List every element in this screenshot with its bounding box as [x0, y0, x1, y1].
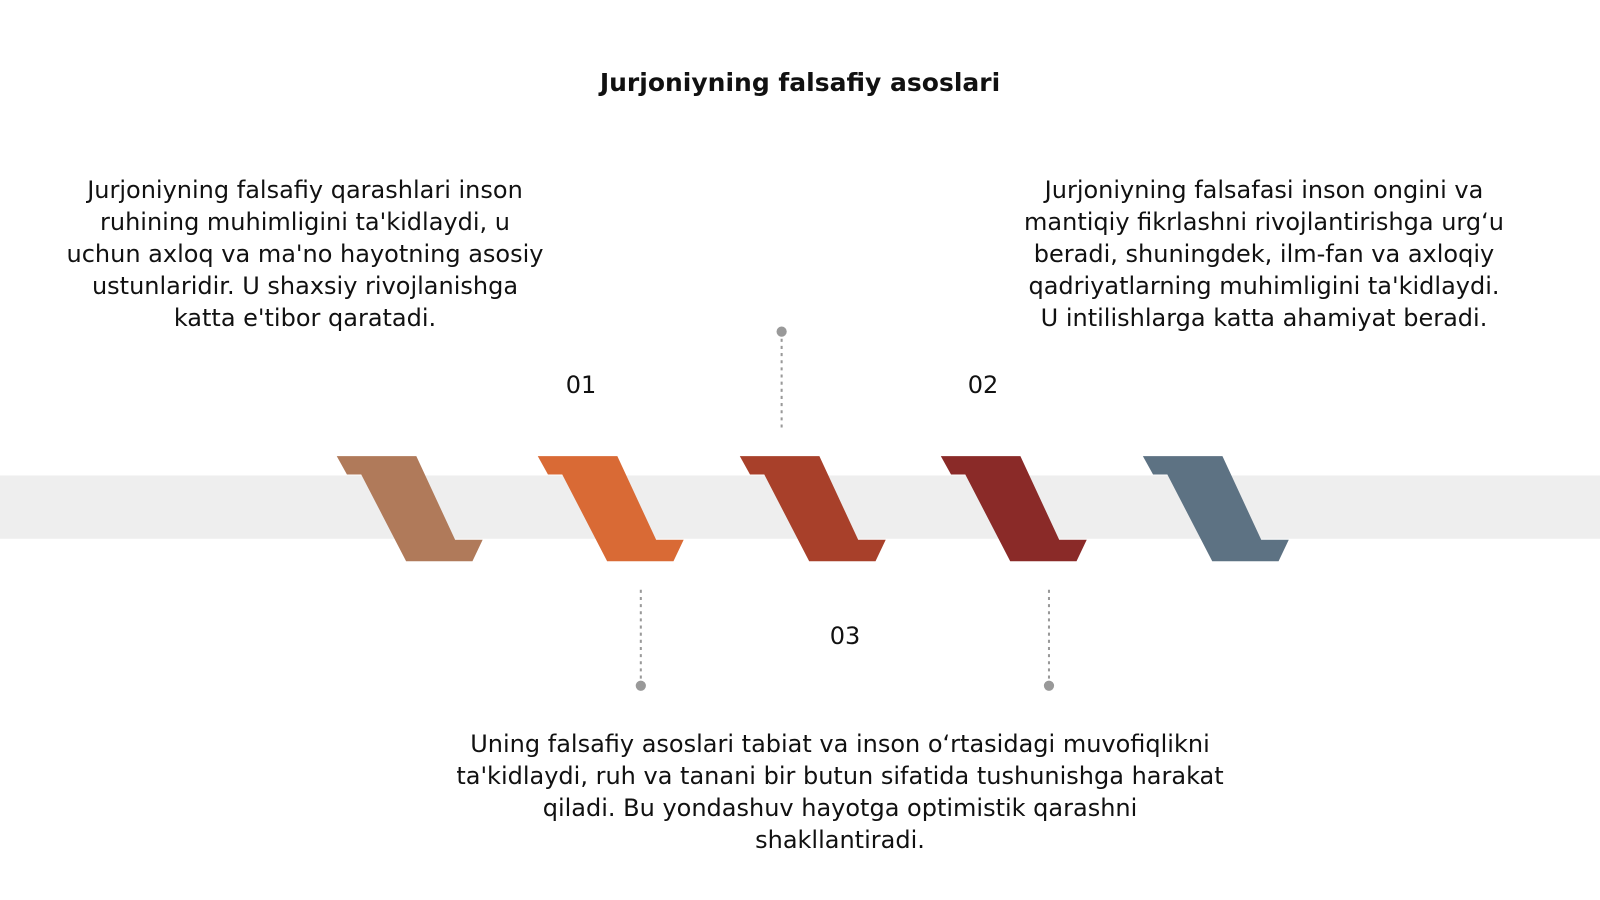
- chevrons: [336, 456, 1289, 562]
- item-text: Jurjoniyning falsafiy qarashlari inson r…: [66, 176, 544, 332]
- slide-title: Jurjoniyning falsafiy asoslari: [599, 68, 1001, 97]
- chevron: [336, 456, 483, 562]
- chevron: [739, 456, 886, 562]
- item-number: 03: [829, 622, 861, 650]
- item-text: Jurjoniyning falsafasi inson ongini va m…: [1024, 176, 1504, 332]
- connector-dots: [635, 326, 1055, 691]
- item-text: Uning falsafiy asoslari tabiat va inson …: [456, 730, 1224, 854]
- item-number: 02: [967, 371, 999, 399]
- connectors: [639, 331, 1050, 686]
- connector-dot: [635, 680, 646, 691]
- chevron: [940, 456, 1087, 562]
- connector-dot: [1043, 680, 1055, 691]
- chevron: [537, 456, 684, 562]
- connector-dot: [776, 326, 787, 337]
- chevron: [1142, 456, 1289, 562]
- item-number: 01: [565, 371, 597, 399]
